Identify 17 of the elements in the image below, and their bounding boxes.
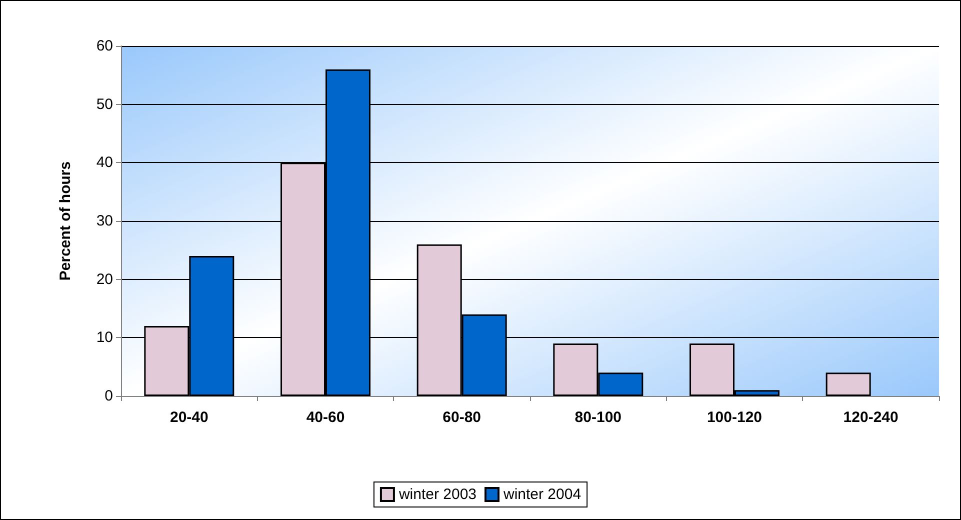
legend-label: winter 2003 bbox=[398, 486, 477, 503]
y-tick-label: 50 bbox=[96, 96, 113, 113]
y-tick-label: 30 bbox=[96, 212, 113, 230]
y-tick-label: 60 bbox=[96, 38, 113, 54]
x-tick-label: 100-120 bbox=[706, 409, 762, 426]
y-tick-label: 20 bbox=[96, 270, 113, 288]
y-tick-label: 0 bbox=[104, 388, 113, 404]
bar bbox=[826, 372, 871, 396]
x-tick-label: 40-60 bbox=[306, 409, 345, 426]
legend-label: winter 2004 bbox=[502, 486, 582, 503]
y-axis-title: Percent of hours bbox=[57, 161, 74, 281]
y-tick-label: 10 bbox=[96, 329, 113, 346]
y-tick-label: 40 bbox=[96, 154, 113, 172]
x-tick-label: 20-40 bbox=[170, 409, 208, 426]
x-tick-label: 80-100 bbox=[574, 409, 622, 426]
x-tick-label: 60-80 bbox=[442, 409, 482, 426]
x-tick-label: 120-240 bbox=[843, 409, 898, 426]
